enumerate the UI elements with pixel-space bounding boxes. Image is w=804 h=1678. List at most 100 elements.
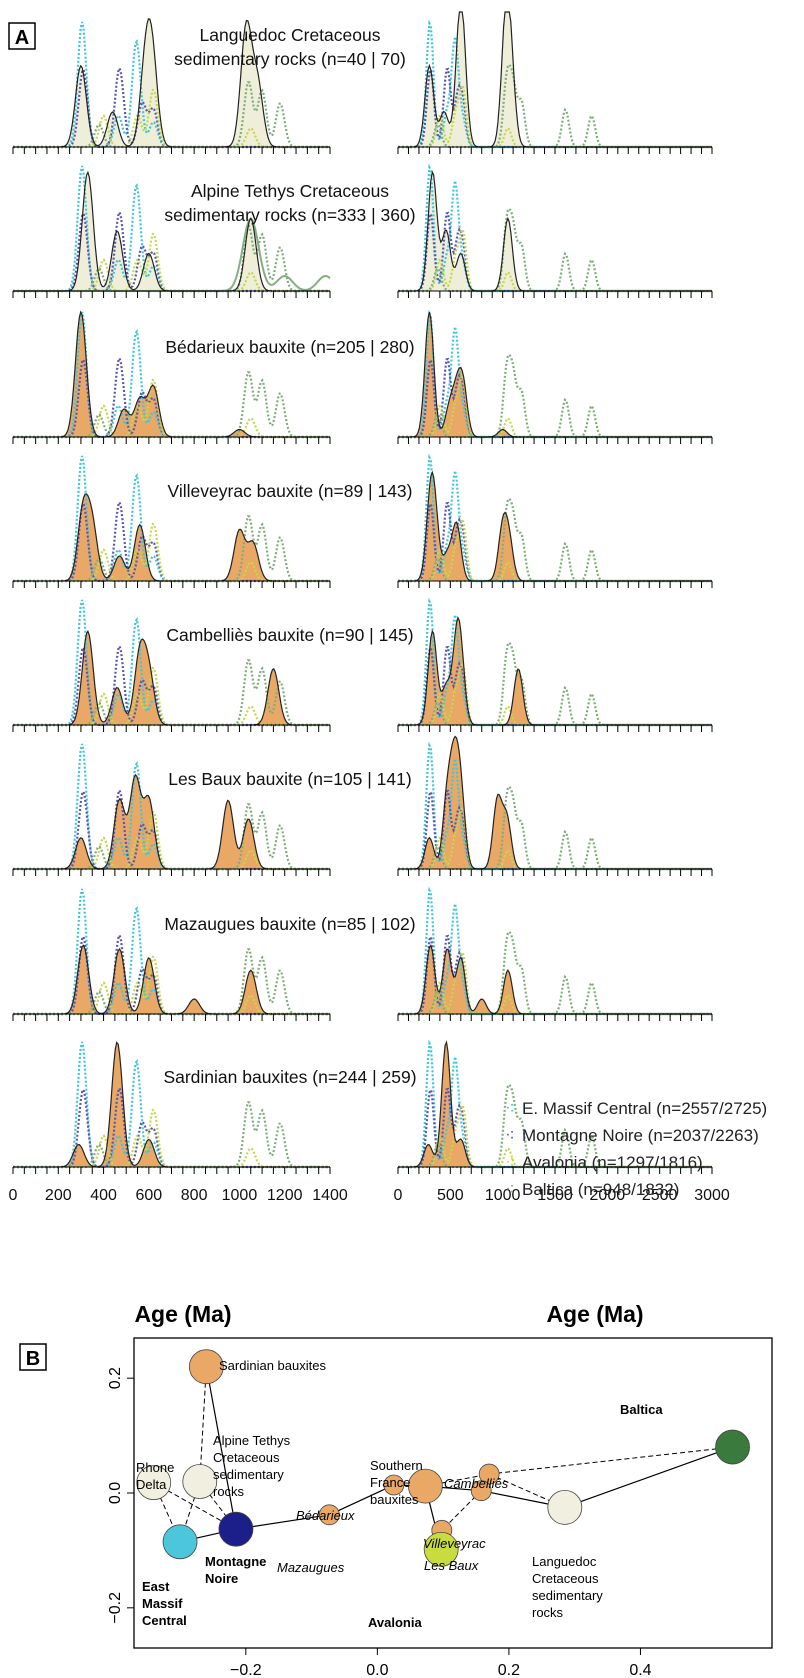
point-rhone-delta <box>136 1465 172 1501</box>
legend: ⁖ E. Massif Central (n=2557/2725) ⁖ Mont… <box>505 1099 767 1199</box>
sample-density-line <box>13 629 330 726</box>
label-languedoc: Languedoc Cretaceous sedimentary rocks <box>532 1554 606 1620</box>
point-baltica <box>715 1429 750 1465</box>
sample-density-fill <box>13 312 330 437</box>
reference-curve-avalonia <box>13 955 330 1016</box>
label-cambellies: Cambelliès <box>444 1476 509 1491</box>
right-density-plot <box>397 453 713 588</box>
legend-marker-montagne-noire: ⁖ <box>505 1126 515 1145</box>
mds-x-tick-label: 0.2 <box>498 1662 520 1678</box>
reference-curve-montagne-noire <box>13 787 330 871</box>
sample-density-fill <box>13 493 330 581</box>
point-sardinian-bauxites <box>188 1349 224 1385</box>
age-tick-label: 2500 <box>642 1187 678 1204</box>
point-villeveyrac <box>470 1480 492 1502</box>
point-mazaugues <box>318 1504 340 1526</box>
sample-density-line <box>13 493 330 582</box>
dashed-link <box>489 1446 733 1475</box>
solid-link <box>329 1484 395 1516</box>
reference-curve-montagne-noire <box>13 1085 330 1169</box>
mds-point-labels: Sardinian bauxites Alpine Tethys Cretace… <box>136 1358 663 1630</box>
label-montagne-noire: Montagne Noire <box>205 1554 270 1586</box>
row-title-line-1: Sardinian bauxites (n=244 | 259) <box>163 1067 416 1087</box>
density-row-bedarieux-bauxite: Bédarieux bauxite (n=205 | 280) <box>12 309 713 444</box>
density-row-languedoc-cretaceous-sedimentary-rocks: Languedoc Cretaceous sedimentary rocks (n… <box>12 11 713 154</box>
mds-links <box>153 1366 733 1550</box>
sample-density-fill <box>398 12 712 147</box>
age-tick-label: 1200 <box>267 1187 303 1204</box>
right-density-plot <box>397 735 713 876</box>
sample-density-line <box>13 773 330 870</box>
sample-density-fill <box>398 736 712 869</box>
row-title-line-1: Alpine Tethys Cretaceous <box>191 181 389 201</box>
row-title-line-1: Cambelliès bauxite (n=90 | 145) <box>166 625 413 645</box>
label-baltica: Baltica <box>620 1402 663 1417</box>
sample-density-line <box>13 310 330 438</box>
reference-curve-avalonia <box>13 88 330 149</box>
point-languedoc-cretaceous-sedimentary-rocks <box>547 1489 583 1525</box>
point-southern-france-bauxites <box>407 1468 443 1504</box>
right-x-axis-title: Age (Ma) <box>546 1301 643 1327</box>
left-density-plot <box>12 599 331 732</box>
reference-curve-e-massif-central <box>13 1041 330 1169</box>
sample-density-line <box>13 944 330 1015</box>
legend-label-e-massif: E. Massif Central (n=2557/2725) <box>522 1099 767 1118</box>
age-tick-label: 500 <box>437 1187 464 1204</box>
reference-curve-e-massif-central <box>13 455 330 583</box>
density-row-les-baux-bauxite: Les Baux bauxite (n=105 | 141) <box>12 735 713 876</box>
panel-b-label-box <box>19 1343 47 1371</box>
density-row-villeveyrac-bauxite: Villeveyrac bauxite (n=89 | 143) <box>12 453 713 588</box>
right-density-plot <box>397 597 713 732</box>
row-title-line-1: Les Baux bauxite (n=105 | 141) <box>168 769 411 789</box>
legend-label-montagne-noire: Montagne Noire (n=2037/2263) <box>522 1126 759 1145</box>
row-title-line-1: Bédarieux bauxite (n=205 | 280) <box>165 337 414 357</box>
row-title-line-1: Villeveyrac bauxite (n=89 | 143) <box>168 481 413 501</box>
label-les-baux: Les Baux <box>424 1558 479 1573</box>
left-density-plot <box>12 1041 331 1174</box>
reference-curve-baltica <box>13 948 330 1016</box>
reference-curve-avalonia <box>13 378 330 439</box>
sample-density-fill <box>398 945 712 1014</box>
dashed-link <box>199 1366 207 1482</box>
reference-curve-montagne-noire <box>13 499 330 583</box>
mds-y-tick-label: 0.2 <box>107 1367 124 1389</box>
reference-curve-baltica <box>13 225 330 293</box>
reference-curve-montagne-noire <box>13 355 330 439</box>
sample-density-line <box>13 1041 330 1168</box>
solid-link <box>205 1366 237 1530</box>
label-alpine-tethys: Alpine Tethys Cretaceous sedimentary roc… <box>213 1433 294 1499</box>
label-avalonia: Avalonia <box>368 1615 422 1630</box>
reference-curve-baltica <box>13 81 330 149</box>
row-title-line-2: sedimentary rocks (n=40 | 70) <box>174 49 406 69</box>
left-age-axis: 0 200 400 600 800 1000 1200 1400 <box>9 1187 348 1204</box>
legend-marker-baltica: ⁖ <box>505 1180 515 1199</box>
age-tick-label: 1400 <box>312 1187 348 1204</box>
sample-density-fill <box>398 472 712 581</box>
sample-density-fill <box>13 631 330 725</box>
reference-curve-avalonia <box>13 810 330 871</box>
mds-points <box>136 1349 750 1567</box>
right-density-plot <box>397 1039 713 1174</box>
mds-x-tick-label: 0.0 <box>366 1662 388 1678</box>
left-density-plot <box>12 310 331 444</box>
sample-density-fill <box>13 172 330 291</box>
reference-curve-montagne-noire <box>13 65 330 149</box>
reference-curve-avalonia <box>13 232 330 293</box>
point-montagne-noire <box>218 1511 254 1547</box>
point-avalonia <box>423 1531 459 1567</box>
reference-curve-baltica <box>13 371 330 439</box>
label-southern-france-bauxites: Southern France bauxites <box>370 1458 426 1507</box>
age-tick-label: 0 <box>394 1187 403 1204</box>
row-title-line-2: sedimentary rocks (n=333 | 360) <box>164 205 415 225</box>
label-mazaugues: Mazaugues <box>277 1560 345 1575</box>
sample-density-fill <box>398 617 712 725</box>
sample-density-fill <box>398 172 712 291</box>
reference-curve-e-massif-central <box>13 311 330 439</box>
left-density-plot <box>12 455 331 588</box>
mds-axis-ticks: −0.2 0.0 0.2 0.4 −0.2 0.0 0.2 <box>107 1367 652 1678</box>
point-east-massif-central <box>162 1524 198 1560</box>
right-density-plot <box>397 11 713 154</box>
density-row-mazaugues-bauxite: Mazaugues bauxite (n=85 | 102) <box>12 886 713 1021</box>
left-density-plot <box>12 888 331 1021</box>
